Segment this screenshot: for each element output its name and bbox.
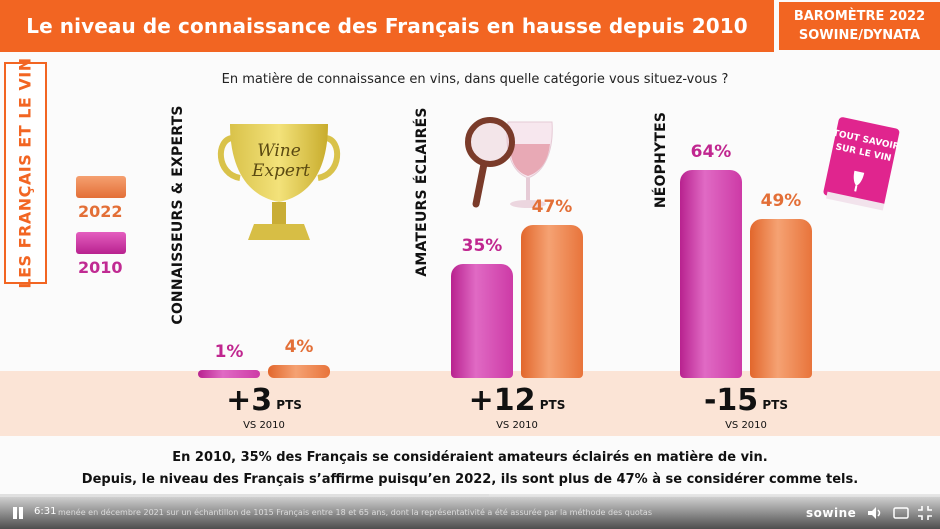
category-label-neophytes: NÉOPHYTES bbox=[653, 111, 669, 209]
legend-swatch-2010 bbox=[76, 232, 126, 254]
value-label-2010-1: 35% bbox=[461, 236, 503, 257]
legend-swatch-2022 bbox=[76, 176, 126, 198]
trophy-text-line2: Expert bbox=[251, 161, 310, 181]
footer-line-1: En 2010, 35% des Français se considéraie… bbox=[172, 450, 768, 465]
source-footnote: menée en décembre 2021 sur un échantillo… bbox=[58, 508, 652, 517]
value-label-2022-0: 4% bbox=[284, 337, 314, 357]
trophy-icon: Wine Expert bbox=[217, 124, 341, 240]
elapsed-time: 6:31 bbox=[34, 506, 57, 517]
delta-unit: PTS bbox=[272, 398, 302, 412]
magnifier-glass-icon bbox=[465, 117, 553, 208]
sidebar-title: LES FRANÇAIS ET LE VIN bbox=[15, 57, 35, 289]
survey-question: En matière de connaissance en vins, dans… bbox=[221, 72, 729, 87]
volume-icon[interactable] bbox=[866, 504, 884, 522]
bar-2010-2 bbox=[680, 170, 742, 378]
bar-2022-1 bbox=[521, 225, 583, 378]
category-label-experts: CONNAISSEURS & EXPERTS bbox=[170, 105, 186, 325]
legend-label-2022: 2022 bbox=[78, 202, 123, 221]
progress-fill bbox=[0, 494, 489, 497]
value-label-2022-2: 49% bbox=[760, 190, 802, 211]
exit-fullscreen-icon[interactable] bbox=[916, 504, 934, 522]
page-title: Le niveau de connaissance des Français e… bbox=[26, 14, 748, 38]
barometer-badge: BAROMÈTRE 2022 SOWINE/DYNATA bbox=[779, 2, 940, 50]
delta-value: -15 PTS bbox=[703, 383, 788, 418]
wine-book-icon: TOUT SAVOIRSUR LE VIN bbox=[823, 117, 900, 211]
delta-unit: PTS bbox=[535, 398, 566, 412]
bar-2010-0 bbox=[198, 370, 260, 378]
delta-unit: PTS bbox=[758, 398, 788, 412]
trophy-text-line1: Wine bbox=[257, 141, 301, 161]
value-label-2010-0: 1% bbox=[214, 342, 244, 362]
sidebar-frame bbox=[4, 62, 47, 284]
delta-vs: VS 2010 bbox=[725, 420, 767, 431]
value-label-2022-1: 47% bbox=[531, 197, 573, 218]
category-label-amateurs: AMATEURS ÉCLAIRÉS bbox=[414, 107, 430, 277]
delta-value: +3 PTS bbox=[226, 383, 302, 418]
bar-2010-1 bbox=[451, 264, 513, 378]
bar-2022-2 bbox=[750, 218, 812, 378]
player-controls bbox=[0, 494, 940, 529]
delta-0: +3 PTS VS 2010 bbox=[199, 383, 329, 432]
footer-line-2: Depuis, le niveau des Français s’affirme… bbox=[81, 472, 859, 487]
pause-icon bbox=[13, 507, 17, 519]
delta-vs: VS 2010 bbox=[496, 420, 538, 431]
pause-button[interactable] bbox=[10, 505, 26, 521]
bar-2022-0 bbox=[268, 365, 330, 378]
badge-line-1: BAROMÈTRE 2022 bbox=[793, 9, 926, 24]
delta-value: +12 PTS bbox=[468, 383, 566, 418]
floor-band bbox=[0, 371, 940, 436]
value-label-2010-2: 64% bbox=[690, 142, 732, 162]
legend-label-2010: 2010 bbox=[78, 258, 123, 277]
brand-logo: sowine bbox=[806, 506, 857, 520]
header-bar bbox=[0, 0, 774, 52]
badge-line-2: SOWINE/DYNATA bbox=[798, 28, 921, 43]
delta-2: -15 PTS VS 2010 bbox=[681, 383, 811, 432]
delta-1: +12 PTS VS 2010 bbox=[452, 383, 582, 432]
delta-vs: VS 2010 bbox=[243, 420, 285, 431]
subtitles-icon[interactable] bbox=[892, 504, 910, 522]
